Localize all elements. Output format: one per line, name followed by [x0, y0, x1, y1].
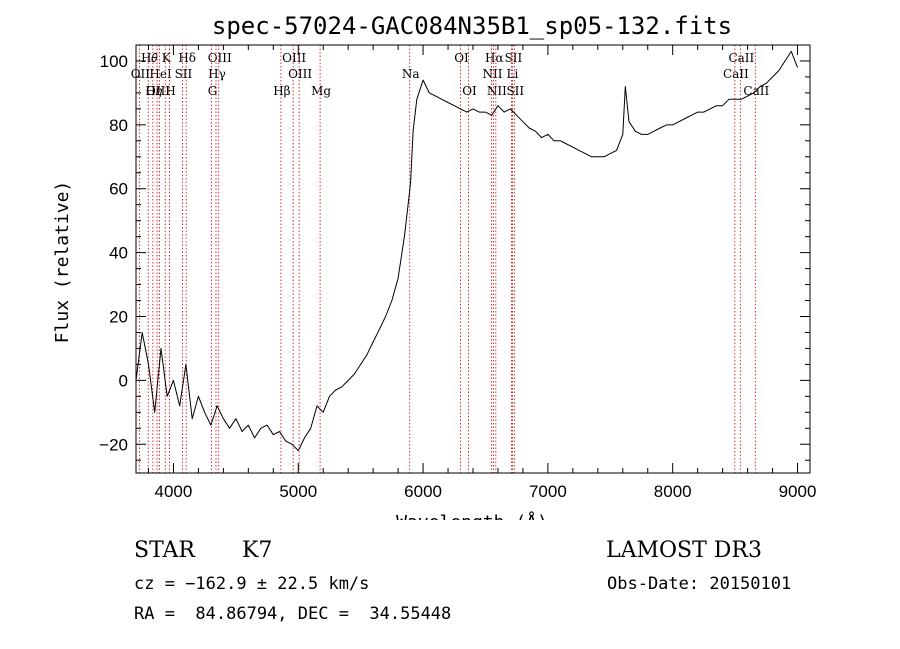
line-marker-label: Li — [507, 67, 519, 81]
line-marker-label: CaII — [728, 51, 754, 65]
line-marker-label: OI — [454, 51, 469, 65]
y-tick-label: 0 — [119, 371, 128, 390]
spectrum-line — [135, 50, 798, 452]
y-tick-label: 100 — [100, 52, 128, 71]
line-marker-label: H𝜂 — [145, 84, 162, 98]
line-marker-label: OIII — [146, 84, 170, 98]
spectrum-chart: spec-57024-GAC084N35B1_sp05-132.fits H𝜃 O… — [52, 12, 817, 520]
line-marker-label: Hδ — [178, 51, 196, 65]
line-marker-label: CaII — [723, 67, 749, 81]
line-marker-label: Hβ — [273, 84, 290, 98]
object-subclass: K7 — [242, 538, 273, 563]
x-axis-label: Wavelength (Å) — [396, 511, 548, 520]
x-tick-label: 4000 — [155, 482, 193, 501]
line-marker-label: Na — [402, 67, 420, 81]
line-marker-label: OIII — [282, 51, 306, 65]
line-marker-label: Mg — [311, 84, 331, 98]
tick-layer: 4000 5000 6000 7000 8000 9000 −20 0 20 40 60 80 100 — [99, 44, 817, 501]
line-marker-label: OIII — [288, 67, 312, 81]
line-marker-label: G — [208, 84, 218, 98]
x-tick-label: 7000 — [529, 482, 567, 501]
chart-title: spec-57024-GAC084N35B1_sp05-132.fits — [212, 12, 732, 40]
spectrum-layer — [135, 50, 798, 452]
line-marker-label: SII — [175, 67, 193, 81]
x-tick-label: 5000 — [279, 482, 317, 501]
line-marker-label: K — [162, 51, 172, 65]
y-tick-label: 80 — [109, 116, 128, 135]
coordinates: RA = 84.86794, DEC = 34.55448 — [134, 604, 452, 624]
object-class: STAR — [134, 538, 195, 563]
y-tick-label: 60 — [109, 180, 128, 199]
line-marker-label: NII — [487, 84, 507, 98]
line-marker-layer: H𝜃 OII OIII K HeI H𝜂 H Hδ SII OIII Hγ G OIII OIII Hβ Mg… — [131, 45, 769, 473]
y-tick-label: 40 — [109, 244, 128, 263]
survey-name: LAMOST DR3 — [606, 538, 762, 563]
y-tick-label: 20 — [109, 307, 128, 326]
line-marker-label: OI — [462, 84, 477, 98]
line-marker-label: Hγ — [208, 67, 226, 81]
x-tick-label: 8000 — [654, 482, 692, 501]
redshift-velocity: cz = −162.9 ± 22.5 km/s — [134, 574, 370, 594]
line-marker-label: Hα — [485, 51, 504, 65]
y-tick-label: −20 — [99, 435, 128, 454]
line-marker-label: SII — [505, 51, 523, 65]
line-marker-label: H𝜃 — [141, 51, 158, 65]
line-marker-label: NII — [482, 67, 502, 81]
line-marker-label: SII — [506, 84, 524, 98]
obs-date: Obs-Date: 20150101 — [607, 574, 792, 594]
x-tick-label: 6000 — [404, 482, 442, 501]
line-marker-label: HeI — [149, 67, 172, 81]
line-marker-label: OIII — [208, 51, 232, 65]
y-axis-label: Flux (relative) — [52, 181, 73, 344]
line-marker-label: OII — [131, 67, 151, 81]
line-marker-label: H — [165, 84, 175, 98]
x-tick-label: 9000 — [779, 482, 817, 501]
